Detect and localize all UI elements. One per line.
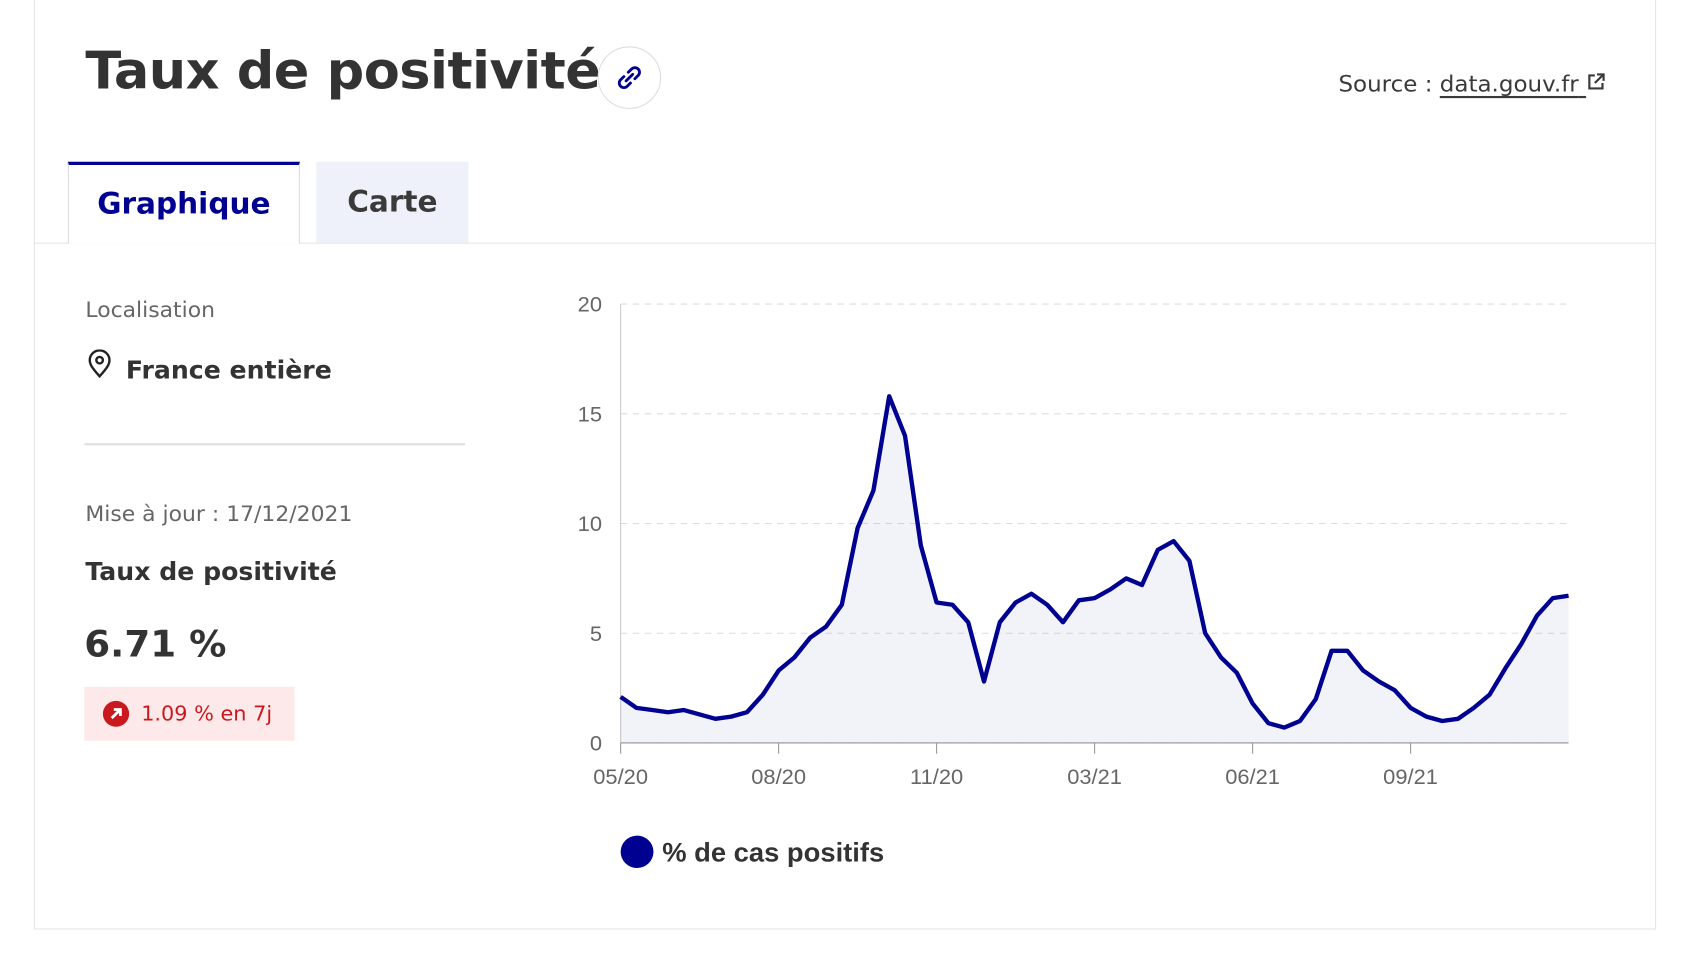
card <box>33 0 1657 930</box>
y-tick-label: 0 <box>590 731 602 756</box>
copy-link-button[interactable] <box>597 46 662 109</box>
change-badge: 1.09 % en 7j <box>84 686 295 741</box>
x-tick-label: 05/20 <box>593 764 648 789</box>
x-tick-label: 06/21 <box>1225 764 1280 789</box>
legend-swatch <box>620 835 654 869</box>
legend-label: % de cas positifs <box>662 837 884 868</box>
location: France entière <box>125 356 332 385</box>
trend-icon <box>102 700 130 727</box>
x-tick-label: 09/21 <box>1383 764 1438 789</box>
link-icon <box>617 66 641 89</box>
source-link[interactable]: data.gouv.fr <box>1440 71 1606 97</box>
x-tick-label: 11/20 <box>910 764 963 789</box>
source: Source : data.gouv.fr <box>1338 71 1605 97</box>
y-tick-label: 10 <box>578 511 602 536</box>
y-tick-label: 5 <box>590 621 602 646</box>
source-label: Source : <box>1338 71 1433 98</box>
location-label: Localisation <box>85 296 215 323</box>
tab[interactable]: Carte <box>316 161 469 243</box>
page-title: Taux de positivité <box>85 40 601 102</box>
update-date: Mise à jour : 17/12/2021 <box>85 500 353 527</box>
external-icon <box>1588 73 1605 90</box>
indicator-name: Taux de positivité <box>85 558 337 587</box>
divider <box>33 242 1657 244</box>
indicator-value: 6.71 % <box>84 623 227 667</box>
divider <box>84 443 466 446</box>
source-link-text: data.gouv.fr <box>1439 71 1579 98</box>
tab[interactable]: Graphique <box>67 161 300 244</box>
line <box>619 394 1569 730</box>
y-tick-label: 15 <box>578 401 602 426</box>
x-tick-label: 03/21 <box>1067 764 1122 789</box>
pin-icon <box>88 349 111 379</box>
change-text: 1.09 % en 7j <box>141 701 273 726</box>
x-tick-label: 08/20 <box>751 764 806 789</box>
y-tick-label: 20 <box>578 292 602 317</box>
